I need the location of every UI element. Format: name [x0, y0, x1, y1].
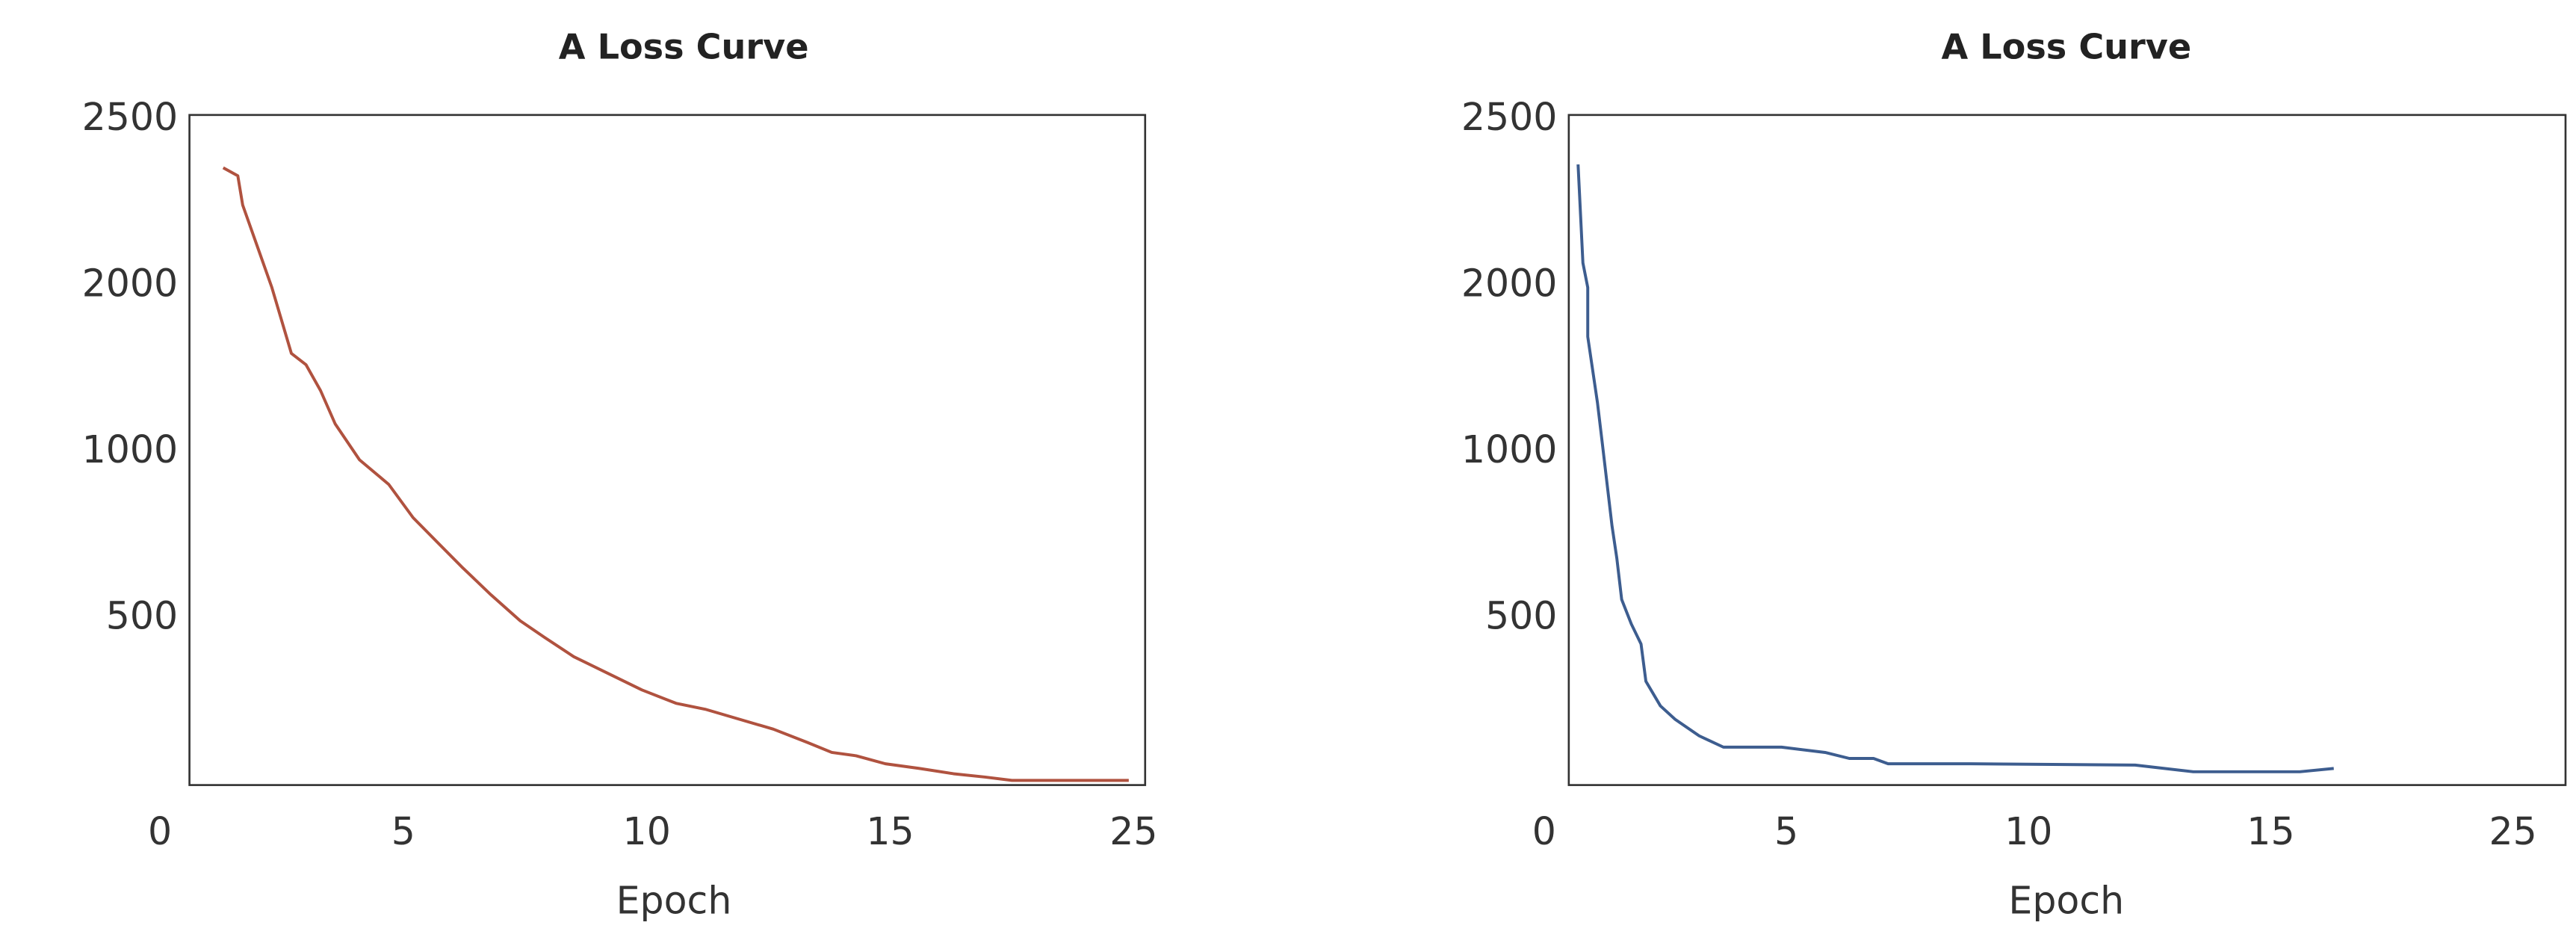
x-axis-label: Epoch [616, 878, 732, 922]
y-tick-label: 2500 [82, 95, 179, 139]
loss-line [1576, 164, 2334, 773]
x-tick-label: 5 [1774, 809, 1798, 853]
y-tick-label: 1000 [1461, 427, 1558, 472]
y-tick-label: 2000 [1461, 261, 1558, 305]
y-tick-label: 2000 [82, 261, 179, 305]
x-tick-label: 15 [866, 809, 914, 853]
panel-1: A Loss Curve Epoch 0 5 10 15 25 500 1000 2000 25… [1461, 26, 2567, 922]
panel-0: A Loss Curve Epoch 0 5 10 15 25 500 1000 2000 25… [82, 26, 1158, 922]
plot-frame [188, 114, 1147, 786]
y-tick-label: 1000 [82, 427, 179, 472]
x-axis-label: Epoch [2008, 878, 2124, 922]
x-tick-label: 0 [1532, 809, 1556, 853]
x-tick-label: 10 [623, 809, 671, 853]
x-tick-label: 15 [2247, 809, 2294, 853]
x-tick-label: 25 [2489, 809, 2536, 853]
y-tick-label: 500 [106, 594, 178, 638]
y-tick-label: 2500 [1461, 95, 1558, 139]
x-tick-label: 25 [1109, 809, 1157, 853]
chart-title: A Loss Curve [1941, 26, 2191, 67]
x-tick-label: 10 [2004, 809, 2052, 853]
y-tick-label: 500 [1485, 594, 1557, 638]
x-tick-label: 0 [148, 809, 172, 853]
chart-title: A Loss Curve [559, 26, 809, 67]
plot-frame [1567, 114, 2567, 786]
x-tick-label: 5 [391, 809, 415, 853]
loss-line [222, 166, 1129, 782]
